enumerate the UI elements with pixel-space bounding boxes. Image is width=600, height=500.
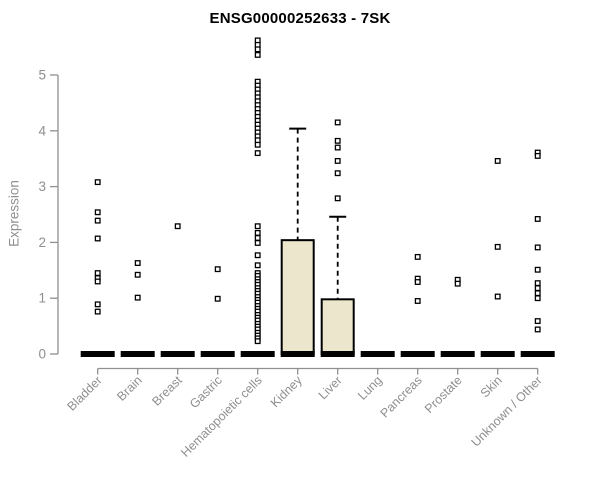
y-tick-label: 4 xyxy=(38,123,46,138)
outlier-point xyxy=(494,157,501,164)
outlier-point xyxy=(254,51,261,58)
median-bar xyxy=(120,351,155,357)
outlier-point xyxy=(134,294,141,301)
outlier-point xyxy=(334,119,341,126)
outlier-point xyxy=(254,262,261,269)
median-bar xyxy=(320,351,355,357)
outlier-point xyxy=(254,223,261,230)
outlier-point xyxy=(94,301,101,308)
x-tick-label: Kidney xyxy=(268,373,305,410)
outlier-point xyxy=(534,290,541,297)
outlier-point xyxy=(534,280,541,287)
outlier-point xyxy=(94,235,101,242)
outlier-point xyxy=(454,280,461,287)
outlier-point xyxy=(254,252,261,259)
box xyxy=(280,239,315,355)
median-bar xyxy=(280,351,315,357)
x-tick-label: Unknown / Other xyxy=(469,373,545,449)
median-bar xyxy=(160,351,195,357)
y-tick-label: 1 xyxy=(38,291,46,306)
outlier-point xyxy=(334,195,341,202)
outlier-point xyxy=(334,157,341,164)
median-bar xyxy=(480,351,515,357)
outlier-point xyxy=(334,170,341,177)
outlier-point xyxy=(334,144,341,151)
outlier-point xyxy=(254,229,261,236)
x-tick-label: Brain xyxy=(114,373,145,404)
box xyxy=(320,298,355,356)
outlier-point xyxy=(334,137,341,144)
x-tick-label: Breast xyxy=(149,373,185,409)
x-tick-label: Skin xyxy=(478,373,505,400)
x-tick-label: Gastric xyxy=(187,373,225,411)
outlier-point xyxy=(414,298,421,304)
median-bar xyxy=(80,351,115,357)
median-bar xyxy=(240,351,275,357)
x-tick-label: Prostate xyxy=(422,373,465,416)
outlier-point xyxy=(534,295,541,302)
outlier-point xyxy=(94,270,101,277)
outlier-point xyxy=(254,240,261,246)
outlier-point xyxy=(94,308,101,315)
outlier-point xyxy=(174,223,181,230)
y-tick-label: 0 xyxy=(38,347,46,362)
y-tick-label: 2 xyxy=(38,235,46,250)
outlier-point xyxy=(134,260,141,266)
outlier-point xyxy=(214,266,221,273)
outlier-point xyxy=(534,318,541,325)
outlier-point xyxy=(494,293,501,300)
y-tick-label: 3 xyxy=(38,179,46,194)
outlier-point xyxy=(534,216,541,222)
y-tick-label: 5 xyxy=(38,68,46,83)
median-bar xyxy=(400,351,435,357)
outlier-point xyxy=(134,271,141,278)
outlier-point xyxy=(414,253,421,260)
outlier-point xyxy=(254,150,261,157)
median-bar xyxy=(360,351,395,357)
outlier-point xyxy=(254,338,261,345)
outlier-point xyxy=(534,266,541,273)
outlier-point xyxy=(534,244,541,251)
x-tick-label: Bladder xyxy=(64,373,104,413)
outlier-point xyxy=(214,295,221,302)
x-tick-label: Pancreas xyxy=(378,373,425,420)
outlier-point xyxy=(254,141,261,148)
median-bar xyxy=(520,351,555,357)
outlier-point xyxy=(254,46,261,53)
outlier-point xyxy=(94,278,101,285)
outlier-point xyxy=(94,217,101,224)
outlier-point xyxy=(494,243,501,250)
median-bar xyxy=(440,351,475,357)
x-tick-label: Lung xyxy=(355,373,385,403)
outlier-point xyxy=(414,279,421,285)
x-tick-label: Liver xyxy=(316,373,345,402)
outlier-point xyxy=(534,285,541,292)
outlier-point xyxy=(94,179,101,186)
outlier-point xyxy=(534,326,541,333)
median-bar xyxy=(200,351,235,357)
chart-title: ENSG00000252633 - 7SK xyxy=(209,10,391,27)
outlier-point xyxy=(534,152,541,159)
outlier-point xyxy=(94,209,101,216)
outlier-point xyxy=(254,234,261,241)
